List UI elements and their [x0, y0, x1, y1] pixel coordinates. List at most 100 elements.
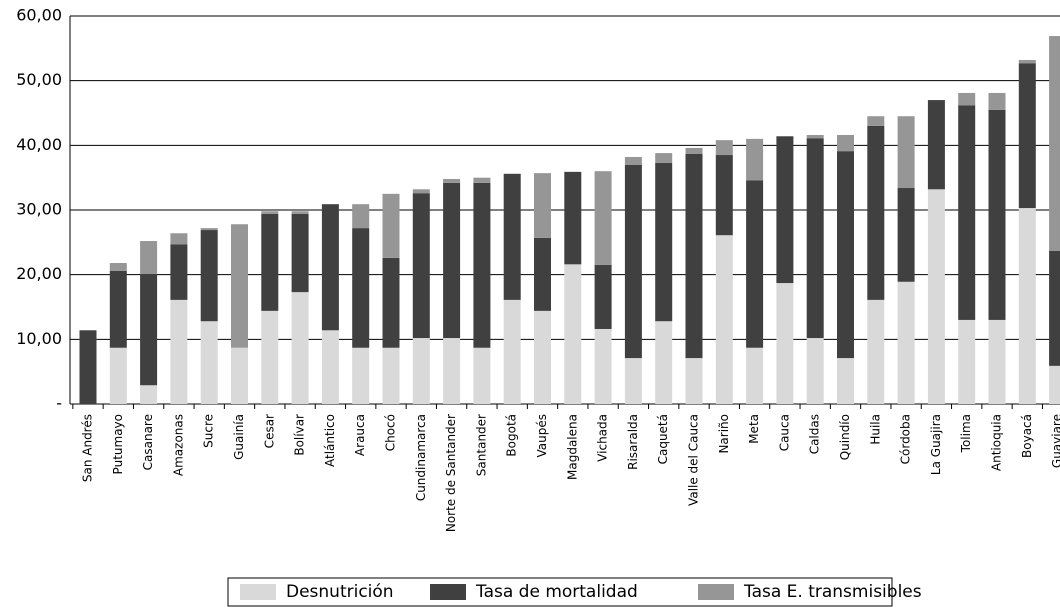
bar-segment: [443, 182, 461, 339]
y-tick-label: 50,00: [16, 70, 62, 89]
x-tick-label: Atlántico: [323, 414, 337, 467]
x-tick-label: Bogotá: [505, 414, 519, 457]
bar-segment: [200, 321, 218, 404]
x-tick-label: Santander: [474, 414, 488, 476]
bar-segment: [776, 136, 794, 284]
bar-segment: [534, 310, 551, 404]
bar-segment: [806, 138, 824, 339]
bar-segment: [382, 193, 400, 258]
x-tick-label: Nariño: [717, 414, 731, 454]
bar-segment: [897, 116, 915, 189]
legend-swatch: [698, 584, 734, 600]
bar-segment: [261, 310, 279, 404]
legend-swatch: [240, 584, 276, 600]
bar-segment: [382, 347, 400, 404]
bar-segment: [988, 92, 1006, 110]
bar-segment: [685, 147, 703, 154]
bar-segment: [140, 241, 158, 275]
x-tick-label: Vichada: [596, 414, 610, 462]
bar-segment: [352, 347, 370, 404]
bar-segment: [231, 224, 248, 348]
bar-segment: [140, 274, 158, 386]
bar-segment: [170, 233, 188, 245]
bar-segment: [443, 338, 461, 404]
bar-segment: [867, 125, 885, 300]
x-tick-label: Antioquia: [990, 414, 1004, 471]
y-tick-label: 40,00: [16, 135, 62, 154]
bar-segment: [412, 193, 430, 339]
bar-segment: [261, 211, 279, 214]
bar-segment: [291, 211, 309, 214]
bar-segment: [170, 299, 188, 404]
bar-segment: [867, 116, 885, 126]
bar-segment: [140, 385, 158, 404]
bar-segment: [109, 263, 127, 271]
bar-segment: [988, 319, 1006, 404]
bar-segment: [200, 228, 218, 231]
bar-segment: [655, 321, 673, 404]
bar-segment: [503, 299, 521, 404]
legend-box: [227, 577, 893, 607]
bar-segment: [958, 92, 976, 106]
bar-segment: [443, 178, 461, 183]
bar-segment: [655, 153, 673, 163]
bar-segment: [624, 164, 642, 359]
x-tick-label: Casanare: [141, 414, 155, 470]
x-tick-label: Arauca: [353, 414, 367, 456]
bar-segment: [1049, 250, 1060, 366]
x-tick-label: Risaralda: [626, 414, 640, 470]
bar-segment: [382, 257, 400, 348]
bar-segment: [564, 264, 582, 404]
bar-segment: [685, 153, 703, 359]
bar-segment: [473, 177, 491, 183]
bar-segment: [837, 358, 854, 404]
x-tick-label: Boyacá: [1020, 414, 1034, 458]
x-tick-label: Magdalena: [565, 414, 579, 480]
bar-segment: [534, 173, 551, 238]
legend-label: Tasa de mortalidad: [475, 582, 638, 602]
bar-segment: [352, 204, 370, 229]
bar-segment: [321, 204, 339, 331]
x-tick-label: La Guajira: [929, 414, 943, 475]
y-tick-label: 10,00: [16, 329, 62, 348]
bar-segment: [927, 100, 945, 190]
x-tick-label: Tolima: [959, 414, 973, 453]
bar-segment: [867, 299, 885, 404]
x-tick-label: Norte de Santander: [444, 414, 458, 532]
x-tick-label: Amazonas: [171, 414, 185, 476]
bar-segment: [624, 156, 642, 165]
bar-segment: [958, 319, 976, 404]
bar-segment: [412, 338, 430, 404]
x-tick-label: Vaupés: [535, 414, 549, 458]
bar-segment: [291, 292, 309, 404]
bar-segment: [321, 330, 339, 404]
bar-segment: [503, 173, 521, 300]
bar-segment: [473, 182, 491, 348]
bar-segment: [927, 189, 945, 404]
bar-segment: [261, 213, 279, 311]
x-tick-label: Cesar: [262, 414, 276, 448]
bar-segment: [1018, 63, 1036, 209]
y-tick-label: -: [56, 394, 62, 413]
bar-segment: [746, 138, 764, 181]
bar-segment: [685, 358, 703, 404]
x-tick-label: Caquetá: [656, 414, 670, 464]
x-tick-label: Huila: [868, 414, 882, 445]
bar-segment: [352, 228, 370, 348]
x-tick-label: Caldas: [808, 414, 822, 454]
bar-segment: [170, 244, 188, 300]
legend-label: Desnutrición: [286, 582, 394, 602]
bar-segment: [715, 155, 733, 236]
bar-segment: [473, 347, 491, 404]
bar-segment: [109, 347, 127, 404]
x-tick-label: Guainía: [232, 414, 246, 460]
bar-segment: [534, 237, 551, 311]
bar-segment: [806, 134, 824, 139]
bar-segment: [958, 105, 976, 320]
y-tick-label: 30,00: [16, 200, 62, 219]
bar-segment: [655, 162, 673, 322]
bar-segment: [79, 330, 97, 404]
x-tick-label: Cauca: [777, 414, 791, 451]
bar-segment: [564, 171, 582, 265]
bar-segment: [231, 347, 248, 404]
